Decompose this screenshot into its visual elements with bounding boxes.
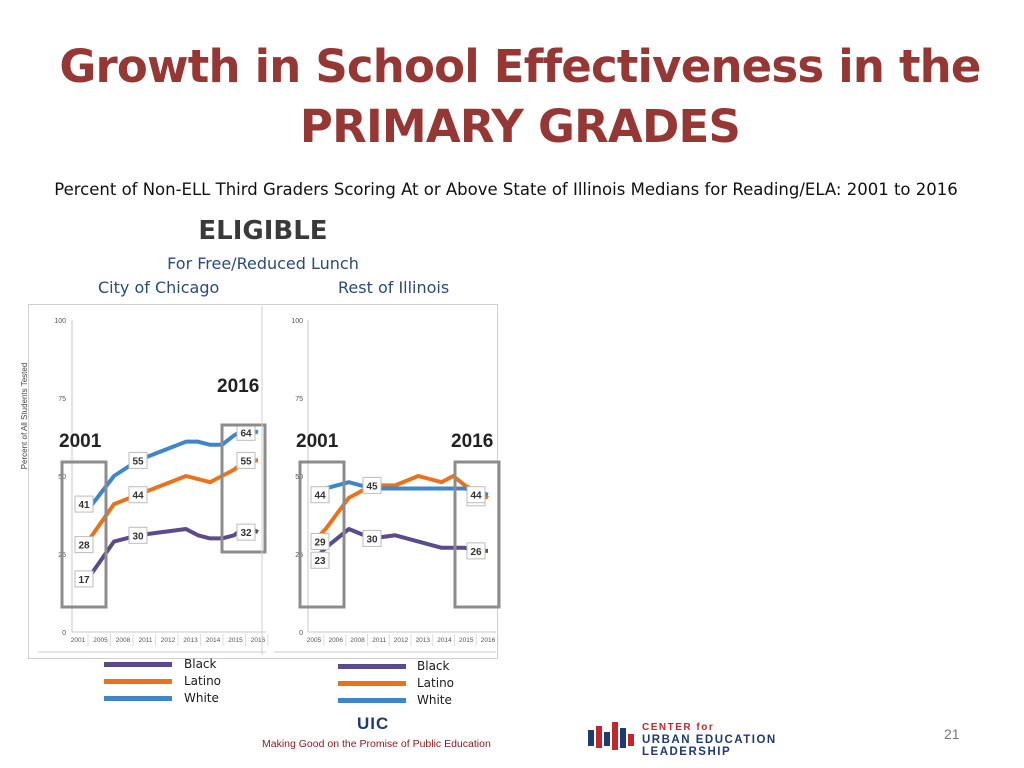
value-label-mid-latino-box bbox=[128, 486, 148, 504]
value-label-start-white-box bbox=[310, 486, 330, 504]
x-tick-label: 2014 bbox=[437, 637, 452, 644]
x-tick-label: 2012 bbox=[394, 637, 409, 644]
cuel-line-1: CENTER for bbox=[642, 722, 715, 733]
value-label-mid-black: 30 bbox=[132, 531, 144, 542]
cuel-logo-text: CENTER for URBAN EDUCATION LEADERSHIP bbox=[642, 722, 777, 758]
uic-logo: UIC bbox=[357, 714, 390, 733]
value-label-start-white: 41 bbox=[78, 500, 90, 511]
value-label-start-black: 23 bbox=[314, 556, 326, 567]
legend-label-latino: Latino bbox=[184, 674, 222, 688]
value-label-end-white-box bbox=[466, 486, 486, 504]
x-tick-label: 2015 bbox=[459, 637, 474, 644]
value-label-end-white: 64 bbox=[240, 428, 252, 439]
legend-label-black: Black bbox=[417, 659, 450, 673]
cuel-line-2: URBAN EDUCATION bbox=[642, 734, 777, 746]
value-label-start-black-box bbox=[310, 551, 330, 569]
region-chicago-label: City of Chicago bbox=[98, 278, 220, 297]
x-tick-label: 2013 bbox=[183, 637, 198, 644]
value-label-end-black: 32 bbox=[240, 528, 252, 539]
y-tick-label: 100 bbox=[54, 318, 66, 325]
legend-swatch-latino bbox=[104, 679, 172, 684]
value-label-mid-black: 30 bbox=[366, 534, 378, 545]
highlight-box-start bbox=[60, 460, 108, 609]
y-tick-label: 75 bbox=[295, 396, 303, 403]
slide-title-line-1: Growth in School Effectiveness in the bbox=[59, 40, 981, 93]
page-number: 21 bbox=[944, 726, 960, 742]
value-label-end-white: 44 bbox=[470, 491, 482, 502]
value-label-start-white-box bbox=[74, 495, 94, 513]
legend-swatch-white bbox=[104, 696, 172, 701]
value-label-start-black-box bbox=[74, 570, 94, 588]
value-label-end-black: 26 bbox=[470, 547, 482, 558]
legend-swatch-black bbox=[338, 664, 406, 669]
value-label-mid-white: 55 bbox=[132, 456, 144, 467]
legend-swatch-white bbox=[338, 698, 406, 703]
x-tick-label: 2014 bbox=[206, 637, 221, 644]
value-label-start-latino: 29 bbox=[314, 538, 326, 549]
legend-label-latino: Latino bbox=[417, 676, 455, 690]
lunch-subheading: For Free/Reduced Lunch bbox=[167, 254, 359, 273]
x-tick-label: 2006 bbox=[329, 637, 344, 644]
series-line-white bbox=[77, 427, 259, 510]
cuel-logo-mark bbox=[588, 722, 636, 757]
x-tick-label: 2015 bbox=[228, 637, 243, 644]
region-illinois-label: Rest of Illinois bbox=[338, 278, 450, 297]
highlight-box-end bbox=[220, 423, 267, 554]
legend-label-black: Black bbox=[184, 657, 217, 671]
tagline: Making Good on the Promise of Public Edu… bbox=[262, 738, 491, 750]
legend-label-white: White bbox=[184, 691, 219, 705]
x-tick-label: 2008 bbox=[350, 637, 365, 644]
series-line-black bbox=[312, 527, 488, 562]
x-tick-label: 2005 bbox=[93, 637, 108, 644]
value-label-end-black-box bbox=[466, 542, 486, 560]
x-tick-label: 2001 bbox=[71, 637, 86, 644]
legend-swatch-black bbox=[104, 662, 172, 667]
y-tick-label: 0 bbox=[62, 630, 66, 637]
value-label-start-white: 44 bbox=[314, 491, 326, 502]
annotation-start-year: 2001 bbox=[59, 431, 102, 452]
annotation-end-year: 2016 bbox=[451, 431, 493, 452]
value-label-mid-latino: 44 bbox=[132, 491, 144, 502]
x-tick-label: 2005 bbox=[307, 637, 322, 644]
value-label-mid-latino-box bbox=[362, 476, 382, 494]
value-label-end-black-box bbox=[236, 523, 256, 541]
value-label-mid-latino: 45 bbox=[366, 481, 378, 492]
annotation-end-year: 2016 bbox=[217, 376, 259, 397]
x-tick-label: 2011 bbox=[372, 637, 386, 644]
series-line-black bbox=[77, 523, 259, 581]
legend-label-white: White bbox=[417, 693, 452, 707]
y-tick-label: 0 bbox=[299, 630, 303, 637]
cuel-line-3: LEADERSHIP bbox=[642, 746, 732, 758]
x-tick-label: 2011 bbox=[139, 637, 153, 644]
x-tick-label: 2008 bbox=[116, 637, 131, 644]
eligible-heading: ELIGIBLE bbox=[198, 216, 328, 246]
value-label-start-latino-box bbox=[74, 536, 94, 554]
x-tick-label: 2016 bbox=[251, 637, 266, 644]
series-line-latino bbox=[77, 458, 258, 547]
y-tick-label: 100 bbox=[291, 318, 303, 325]
x-tick-label: 2013 bbox=[416, 637, 431, 644]
annotation-start-year: 2001 bbox=[296, 431, 339, 452]
value-label-end-latino: 55 bbox=[240, 456, 252, 467]
value-label-mid-black-box bbox=[128, 526, 148, 544]
x-tick-label: 2016 bbox=[481, 637, 496, 644]
x-tick-label: 2012 bbox=[161, 637, 176, 644]
slide-title-line-2: PRIMARY GRADES bbox=[299, 100, 741, 153]
highlight-box-end bbox=[453, 460, 501, 609]
value-label-end-latino-box bbox=[236, 451, 256, 469]
value-label-mid-black-box bbox=[362, 529, 382, 547]
value-label-start-black: 17 bbox=[78, 575, 90, 586]
y-tick-label: 75 bbox=[58, 396, 66, 403]
value-label-mid-white-box bbox=[128, 451, 148, 469]
value-label-start-latino: 28 bbox=[78, 541, 90, 552]
legend-swatch-latino bbox=[338, 681, 406, 686]
value-label-start-latino-box bbox=[310, 533, 330, 551]
slide-subtitle: Percent of Non-ELL Third Graders Scoring… bbox=[54, 180, 958, 199]
highlight-box-start bbox=[298, 460, 346, 609]
